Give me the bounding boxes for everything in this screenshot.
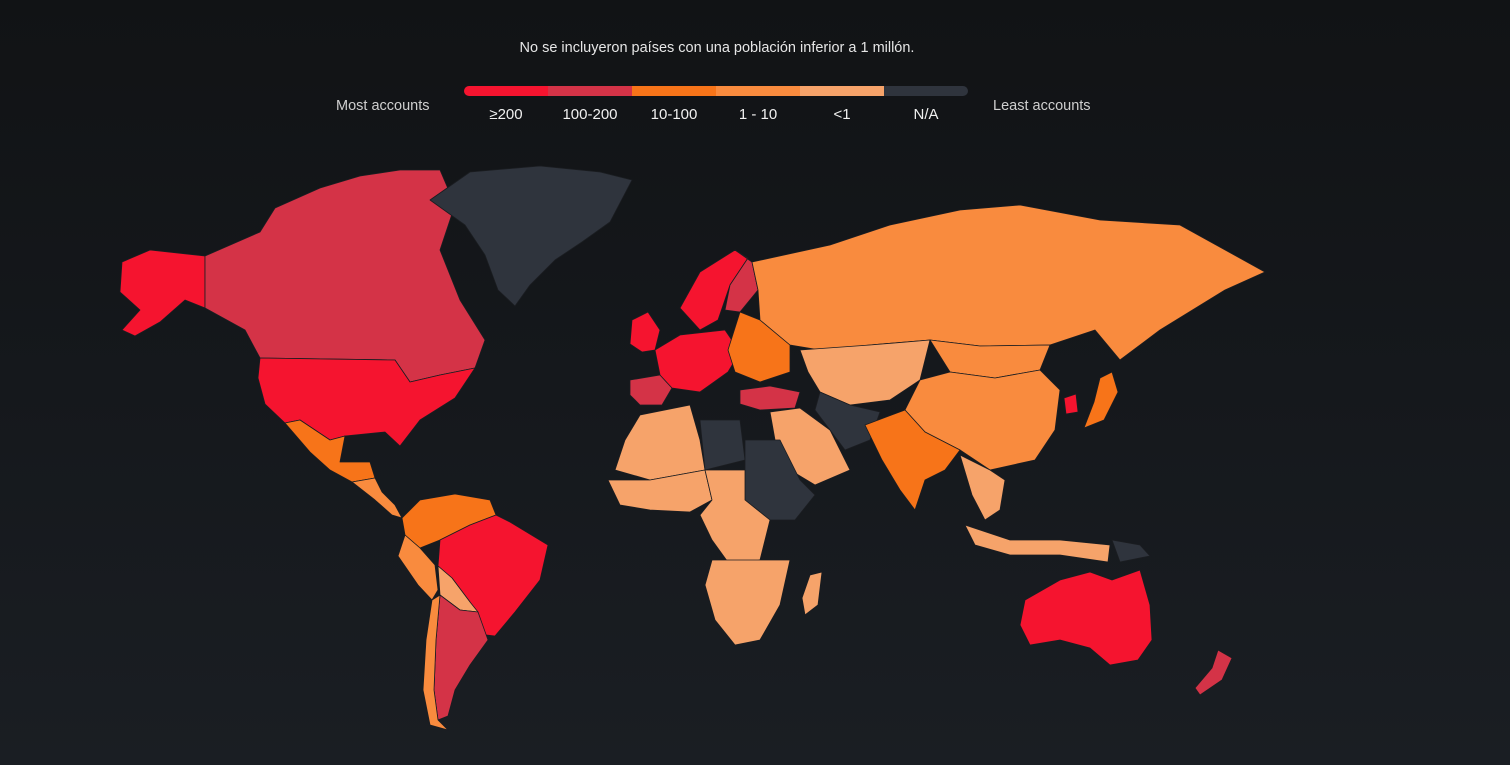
region-russia[interactable] — [751, 204, 1266, 361]
region-libya[interactable] — [699, 419, 746, 471]
region-turkey[interactable] — [739, 385, 801, 411]
legend-swatch — [884, 86, 968, 96]
legend-swatch — [548, 86, 632, 96]
legend-least-label: Least accounts — [993, 98, 1091, 114]
region-uk-ireland[interactable] — [629, 311, 661, 353]
region-korea[interactable] — [1063, 393, 1079, 415]
region-peru[interactable] — [397, 534, 439, 601]
legend-labels: ≥200 100-200 10-100 1 - 10 <1 N/A — [464, 106, 968, 123]
legend-label: 100-200 — [562, 106, 618, 123]
region-alaska[interactable] — [119, 249, 206, 337]
legend-color-bar — [464, 86, 968, 96]
region-north-africa[interactable] — [614, 404, 706, 481]
region-west-africa[interactable] — [607, 469, 713, 513]
footnote-text: No se incluyeron países con una població… — [519, 40, 915, 56]
legend-label: <1 — [833, 106, 851, 123]
legend-swatch — [464, 86, 548, 96]
region-indonesia[interactable] — [964, 524, 1111, 563]
region-australia[interactable] — [1019, 569, 1153, 666]
region-iran-afghanistan[interactable] — [814, 391, 881, 451]
region-madagascar[interactable] — [801, 571, 823, 616]
region-kazakhstan-central-asia[interactable] — [799, 339, 931, 406]
legend-label: 1 - 10 — [738, 106, 778, 123]
region-new-zealand[interactable] — [1194, 649, 1233, 696]
legend-label: ≥200 — [489, 106, 523, 123]
region-southern-africa[interactable] — [704, 559, 791, 646]
legend-label: 10-100 — [650, 106, 698, 123]
legend-swatch — [800, 86, 884, 96]
region-mexico[interactable] — [284, 419, 376, 483]
region-png[interactable] — [1111, 539, 1151, 563]
region-central-america[interactable] — [351, 477, 403, 519]
region-usa[interactable] — [257, 357, 476, 447]
legend-swatch — [716, 86, 800, 96]
region-chile[interactable] — [422, 594, 449, 731]
legend-label: N/A — [913, 106, 939, 123]
region-japan[interactable] — [1083, 371, 1119, 429]
region-india[interactable] — [864, 409, 961, 511]
legend-most-label: Most accounts — [336, 98, 430, 114]
legend-swatch — [632, 86, 716, 96]
region-central-europe[interactable] — [654, 329, 741, 393]
region-southeast-asia[interactable] — [959, 454, 1006, 521]
region-greenland[interactable] — [429, 165, 633, 307]
world-map — [119, 165, 1266, 731]
